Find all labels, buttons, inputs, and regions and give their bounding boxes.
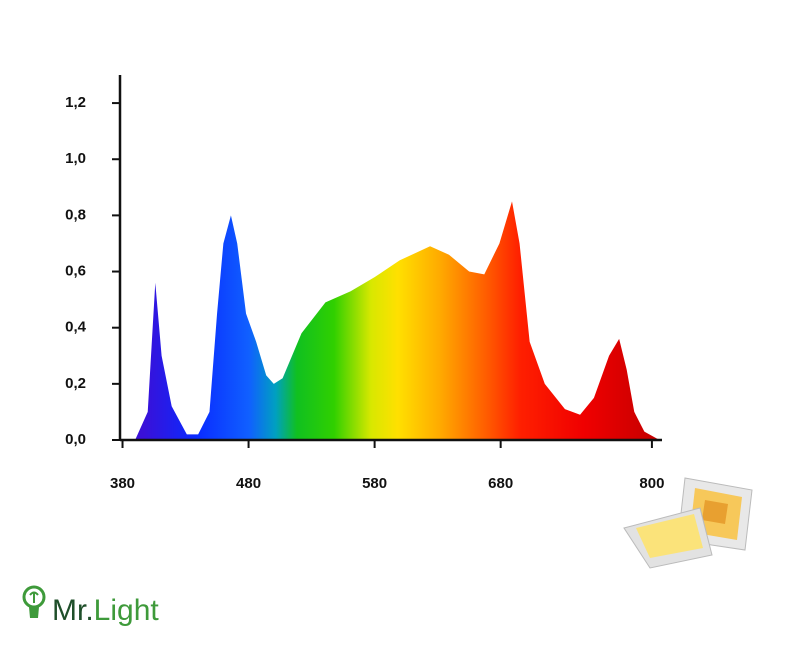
x-tick-label: 480 <box>236 475 261 492</box>
y-tick-label: 0,4 <box>65 319 87 336</box>
logo-prefix: Mr. <box>52 594 94 627</box>
logo-text: Mr.Light <box>52 594 159 627</box>
x-tick-label: 380 <box>110 475 135 492</box>
y-tick-label: 1,2 <box>65 94 86 111</box>
y-tick-label: 0,0 <box>65 431 86 448</box>
y-tick-label: 1,0 <box>65 150 86 167</box>
x-tick-label: 800 <box>639 475 664 492</box>
spectrum-area <box>135 201 660 440</box>
y-tick-label: 0,2 <box>65 375 86 392</box>
x-tick-label: 680 <box>488 475 513 492</box>
logo-name: Light <box>94 594 160 627</box>
y-tick-label: 0,6 <box>65 263 86 280</box>
y-tick-label: 0,8 <box>65 206 86 223</box>
logo-icon <box>22 585 46 618</box>
led-chip-image <box>623 477 753 569</box>
x-tick-label: 580 <box>362 475 387 492</box>
